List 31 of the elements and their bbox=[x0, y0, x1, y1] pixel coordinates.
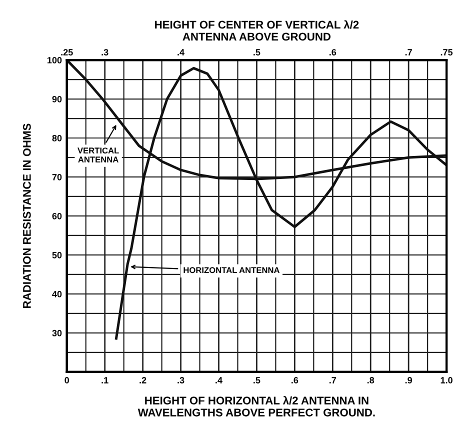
y-tick-label: 50 bbox=[52, 252, 62, 258]
annotation: HORIZONTAL ANTENNA bbox=[184, 267, 280, 274]
y-tick-label: 90 bbox=[52, 96, 62, 102]
annotation: VERTICAL ANTENNA bbox=[78, 148, 119, 162]
x-tick-label: .9 bbox=[405, 377, 412, 384]
x2-tick-label: .75 bbox=[440, 49, 453, 56]
y-tick-label: 70 bbox=[52, 174, 62, 180]
y-tick-label: 30 bbox=[52, 330, 62, 336]
x-tick-label: .3 bbox=[178, 377, 184, 384]
x-tick-label: .5 bbox=[254, 377, 260, 384]
x2-tick-label: .3 bbox=[102, 49, 108, 56]
x2-tick-label: .7 bbox=[405, 49, 412, 56]
x2-tick-label: .6 bbox=[329, 49, 336, 56]
y-axis-title: RADIATION RESISTANCE IN OHMS bbox=[22, 124, 31, 308]
x-tick-label: 0 bbox=[64, 377, 70, 384]
y-tick-label: 60 bbox=[52, 212, 62, 220]
x-tick-label: .4 bbox=[216, 377, 222, 384]
x-tick-label: .2 bbox=[140, 377, 146, 384]
x-tick-label: .8 bbox=[367, 377, 374, 384]
x-tick-label: .7 bbox=[329, 377, 336, 384]
x2-tick-label: .4 bbox=[178, 49, 184, 56]
x-tick-label: .6 bbox=[292, 377, 298, 384]
x2-axis-title: HEIGHT OF CENTER OF VERTICAL λ/2 ANTENNA ABOVE GROUND bbox=[155, 20, 359, 41]
x-axis-title: HEIGHT OF HORIZONTAL λ/2 ANTENNA IN WAVELENGTHS ABOVE PERFECT GROUND. bbox=[138, 396, 375, 416]
x2-tick-label: .25 bbox=[61, 49, 73, 56]
x-tick-label: 1.0 bbox=[440, 377, 452, 384]
y-tick-label: 40 bbox=[52, 290, 62, 298]
x-tick-label: .1 bbox=[102, 377, 108, 384]
y-tick-label: 80 bbox=[52, 134, 62, 142]
x2-tick-label: .5 bbox=[254, 49, 260, 56]
y-tick-label: 100 bbox=[48, 56, 62, 64]
